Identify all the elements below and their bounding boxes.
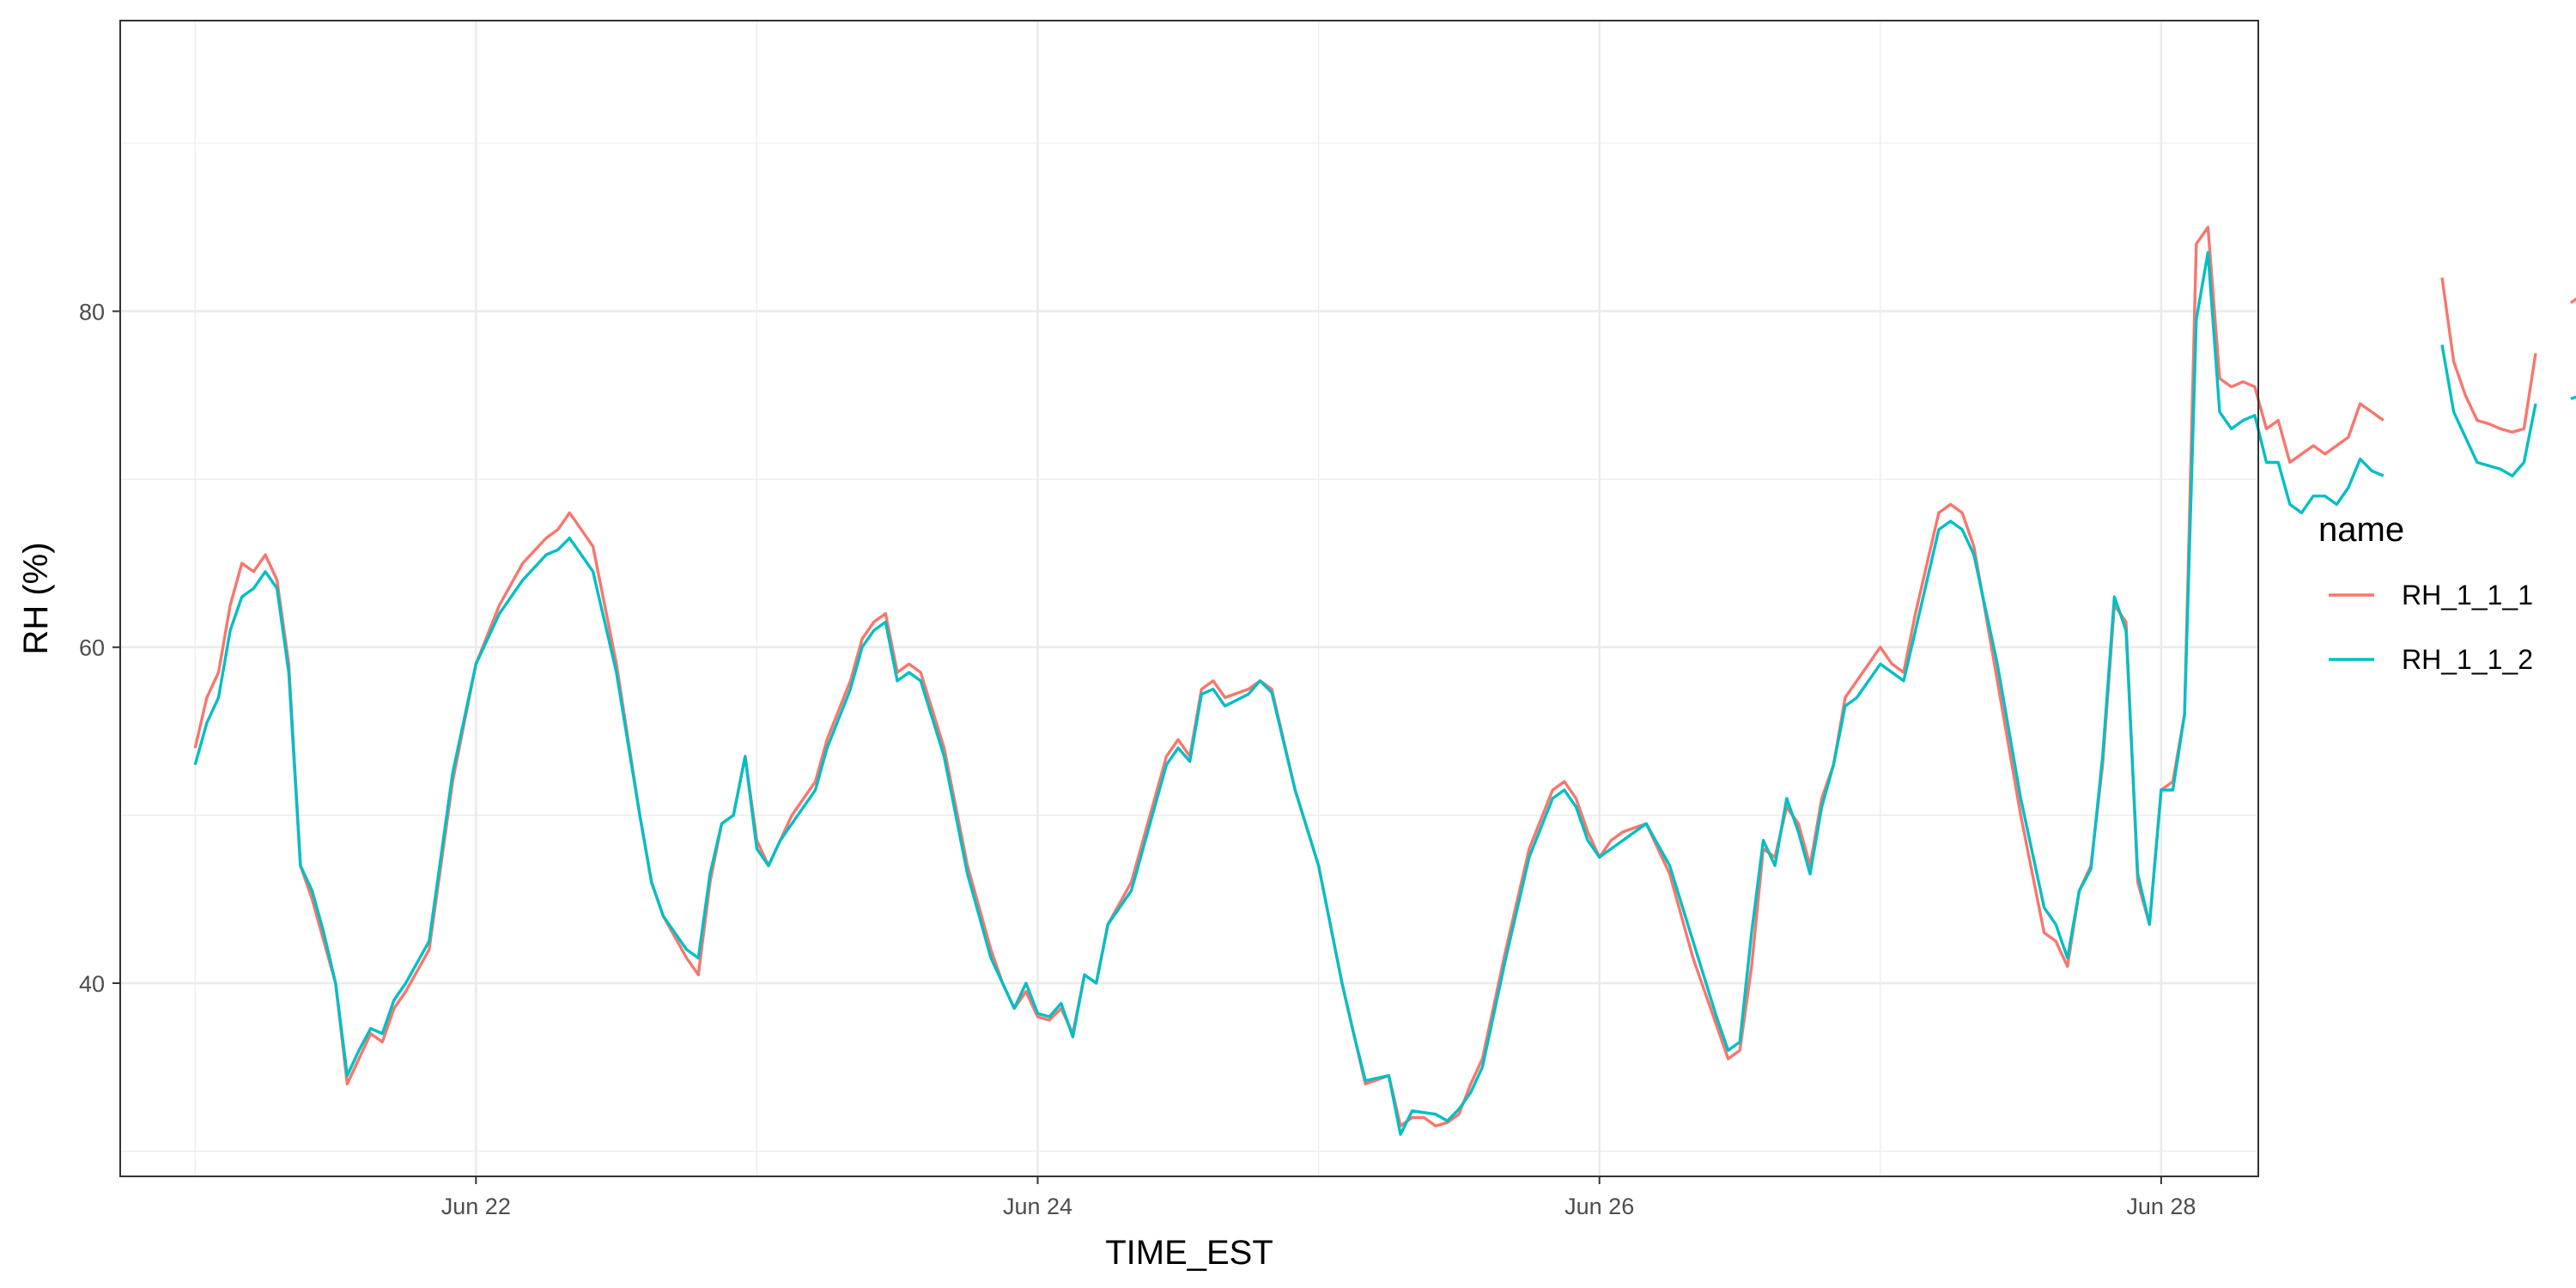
legend-label-RH_1_1_2: RH_1_1_2 [2402,644,2533,675]
y-tick-label: 60 [79,635,105,661]
x-tick-label: Jun 24 [1003,1194,1072,1219]
series-lines [193,225,2576,1136]
legend: name RH_1_1_1 RH_1_1_2 [2318,511,2533,675]
y-axis-title: RH (%) [17,542,55,654]
legend-title: name [2318,511,2404,549]
y-tick-label: 80 [79,299,105,325]
x-tick-label: Jun 26 [1564,1194,1634,1219]
panel-background [120,21,2258,1176]
y-tick-label: 40 [79,971,105,997]
x-tick-label: Jun 22 [441,1194,511,1219]
series-line-RH_1_1_2 [193,251,2576,1136]
axes: Jun 22 Jun 24 Jun 26 Jun 28 40 60 80 [79,299,2196,1219]
plot-panel [120,21,2258,1176]
x-axis-title: TIME_EST [1105,1234,1273,1272]
panel-border [119,20,2259,1177]
legend-label-RH_1_1_1: RH_1_1_1 [2402,580,2533,611]
x-tick-label: Jun 28 [2126,1194,2196,1219]
